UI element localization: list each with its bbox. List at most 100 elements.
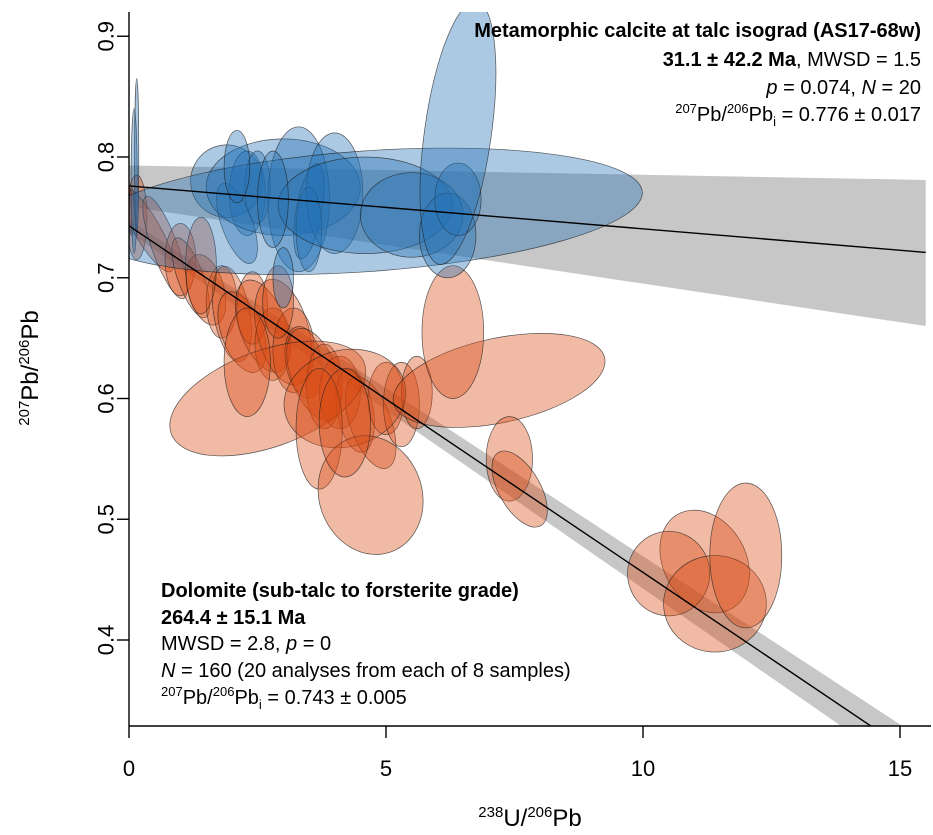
- calcite-ellipse: [434, 162, 482, 236]
- x-label-sup1: 238: [478, 804, 503, 821]
- dolomite-regression-band: [129, 219, 903, 726]
- calcite-initial-line: 207Pb/206Pbi = 0.776 ± 0.017: [675, 101, 921, 129]
- dolomite-initial-base: Pb: [234, 687, 258, 709]
- x-tick-label: 15: [888, 756, 912, 781]
- dolomite-title: Dolomite (sub-talc to forsterite grade): [161, 580, 519, 602]
- y-tick-label: 0.4: [94, 625, 119, 656]
- dolomite-ellipse: [421, 265, 485, 399]
- calcite-ellipse: [419, 12, 497, 265]
- calcite-age-line: 31.1 ± 42.2 Ma, MWSD = 1.5: [663, 49, 921, 71]
- calcite-regression-band-layer: [129, 165, 926, 327]
- dolomite-ellipse: [401, 355, 433, 430]
- x-label-sup2: 206: [527, 804, 552, 821]
- dolomite-initial-sup2: 206: [213, 684, 235, 699]
- axis-ticks: 0 5 10 15 0.4 0.5 0.6 0.7 0.8 0.9: [94, 21, 913, 781]
- dolomite-ellipse: [392, 332, 606, 428]
- dolomite-p-value: = 0: [297, 633, 331, 655]
- dolomite-ellipse: [234, 279, 291, 373]
- y-axis-label: 207Pb/206Pb: [16, 310, 44, 425]
- y-label-base2: Pb: [17, 310, 44, 339]
- x-tick-label: 5: [380, 756, 392, 781]
- dolomite-ellipse: [318, 367, 371, 478]
- dolomite-ellipse: [142, 195, 188, 300]
- x-label-base2: Pb: [552, 805, 581, 832]
- y-label-sup2: 206: [16, 340, 33, 365]
- dolomite-ellipse: [262, 265, 294, 339]
- calcite-ellipse: [293, 163, 325, 260]
- y-tick-label: 0.6: [94, 383, 119, 414]
- calcite-ellipse: [216, 183, 258, 264]
- calcite-title: Metamorphic calcite at talc isograd (AS1…: [474, 20, 921, 42]
- dolomite-ellipse: [223, 307, 271, 417]
- calcite-ellipse: [223, 130, 251, 204]
- calcite-annotation: Metamorphic calcite at talc isograd (AS1…: [474, 20, 921, 129]
- x-tick-label: 10: [631, 756, 655, 781]
- calcite-p-label: p: [765, 77, 777, 99]
- dolomite-ellipse: [663, 555, 767, 653]
- calcite-initial-base: Pb: [749, 104, 773, 126]
- dolomite-ellipse: [317, 435, 424, 555]
- calcite-ellipse: [134, 78, 140, 236]
- calcite-ellipse: [305, 132, 364, 254]
- calcite-ellipses: [129, 12, 643, 309]
- dolomite-ellipse: [185, 217, 217, 315]
- dolomite-p-label: p: [285, 633, 297, 655]
- y-label-base1: Pb/: [17, 364, 44, 400]
- calcite-initial-value: = 0.776 ± 0.017: [776, 104, 921, 126]
- x-axis-label: 238U/206Pb: [478, 804, 581, 832]
- calcite-initial-sub: i: [773, 114, 776, 129]
- calcite-regression-line: [129, 185, 926, 254]
- calcite-ellipse: [359, 172, 464, 258]
- dolomite-ellipse: [236, 271, 269, 345]
- dolomite-initial-mid: Pb/: [183, 687, 213, 709]
- dolomite-ellipse: [709, 482, 783, 629]
- calcite-initial-sup1: 207: [675, 101, 697, 116]
- dolomite-initial-value: = 0.743 ± 0.005: [262, 687, 407, 709]
- calcite-p-value: = 0.074,: [778, 77, 862, 99]
- x-tick-label: 0: [123, 756, 135, 781]
- calcite-initial-sup2: 206: [727, 101, 749, 116]
- dolomite-regression-line: [129, 225, 873, 726]
- x-label-base1: U/: [503, 805, 527, 832]
- dolomite-mswd: MWSD = 2.8,: [161, 633, 286, 655]
- calcite-regression-band: [129, 165, 926, 327]
- calcite-stats-line: p = 0.074, N = 20: [765, 77, 921, 99]
- dolomite-ellipse: [283, 348, 407, 449]
- y-tick-label: 0.8: [94, 142, 119, 173]
- y-tick-label: 0.7: [94, 262, 119, 293]
- calcite-ellipse: [295, 186, 323, 273]
- dolomite-n-value: = 160 (20 analyses from each of 8 sample…: [175, 660, 570, 682]
- regression-line-layer: [129, 185, 926, 726]
- calcite-ellipse: [129, 147, 643, 275]
- dolomite-stats-line: MWSD = 2.8, p = 0: [161, 633, 331, 655]
- dolomite-ellipse: [627, 530, 711, 617]
- dolomite-initial-sup1: 207: [161, 684, 183, 699]
- dolomite-ellipse: [254, 278, 313, 386]
- dolomite-annotation: Dolomite (sub-talc to forsterite grade) …: [161, 580, 571, 712]
- calcite-ellipse: [228, 150, 266, 236]
- dolomite-ellipse: [286, 327, 342, 421]
- dolomite-age: 264.4 ± 15.1 Ma: [161, 607, 306, 629]
- calcite-n-label: N: [862, 77, 877, 99]
- calcite-age: 31.1 ± 42.2 Ma: [663, 49, 797, 71]
- calcite-ellipse: [244, 150, 271, 224]
- calcite-n-value: = 20: [876, 77, 921, 99]
- dolomite-initial-sub: i: [259, 697, 262, 712]
- dolomite-ellipse: [171, 237, 210, 319]
- dolomite-ellipse: [284, 326, 323, 399]
- calcite-ellipse: [272, 247, 294, 309]
- calcite-initial-mid: Pb/: [697, 104, 727, 126]
- dolomite-n-line: N = 160 (20 analyses from each of 8 samp…: [161, 660, 571, 682]
- dolomite-ellipse: [485, 416, 533, 502]
- y-label-sup1: 207: [16, 401, 33, 426]
- calcite-mswd: , MWSD = 1.5: [796, 49, 921, 71]
- dolomite-ellipses: [129, 174, 783, 653]
- y-tick-label: 0.9: [94, 21, 119, 52]
- y-tick-label: 0.5: [94, 504, 119, 535]
- dolomite-regression-band-layer: [129, 219, 903, 726]
- dolomite-ellipse: [169, 340, 367, 457]
- dolomite-n-label: N: [161, 660, 176, 682]
- dolomite-initial-line: 207Pb/206Pbi = 0.743 ± 0.005: [161, 684, 407, 712]
- plot-area: [129, 12, 926, 726]
